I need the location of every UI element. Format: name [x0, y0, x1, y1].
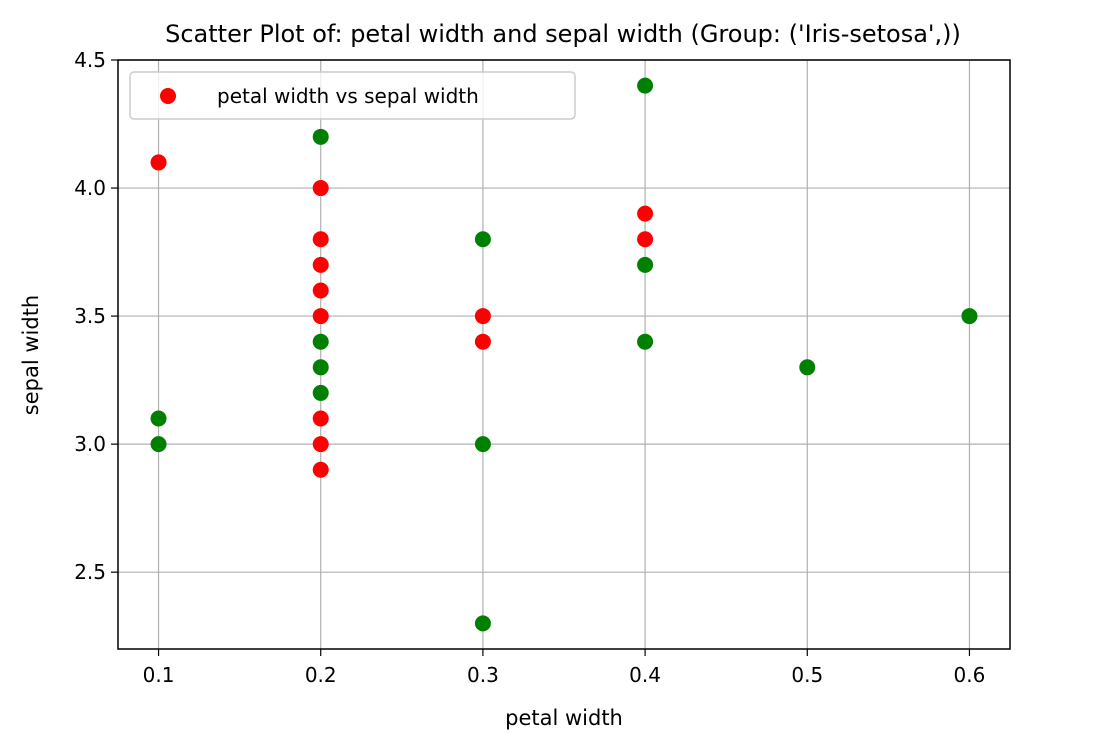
- data-point-series-0: [150, 154, 167, 171]
- data-point-series-0: [474, 333, 491, 350]
- data-point-series-0: [312, 282, 329, 299]
- legend-box: [129, 71, 576, 120]
- y-tick-label: 3.0: [74, 432, 106, 456]
- plot-frame: [117, 59, 1011, 650]
- data-point-series-0: [312, 231, 329, 248]
- x-tick-label: 0.5: [791, 663, 823, 687]
- data-point-series-0: [312, 436, 329, 453]
- y-axis-label: sepal width: [19, 295, 43, 415]
- data-point-series-0: [312, 461, 329, 478]
- data-point-series-1: [799, 359, 816, 376]
- legend: petal width vs sepal width: [129, 71, 576, 120]
- data-point-series-1: [637, 256, 654, 273]
- data-point-series-0: [637, 231, 654, 248]
- data-points: [150, 77, 978, 632]
- data-point-series-0: [637, 205, 654, 222]
- data-point-series-0: [312, 308, 329, 325]
- data-point-series-1: [312, 333, 329, 350]
- y-tick-label: 3.5: [74, 304, 106, 328]
- x-tick-label: 0.3: [467, 663, 499, 687]
- data-point-series-1: [150, 410, 167, 427]
- data-point-series-1: [150, 436, 167, 453]
- data-point-series-1: [312, 128, 329, 145]
- data-point-series-1: [474, 231, 491, 248]
- data-point-series-1: [474, 615, 491, 632]
- legend-marker: [160, 88, 176, 104]
- axis-ticks: 0.1 0.2 0.3 0.4 0.5 0.6 2.5 3.0 3.5 4.0 4.5: [74, 48, 985, 687]
- data-point-series-1: [961, 308, 978, 325]
- data-point-series-0: [474, 308, 491, 325]
- x-tick-label: 0.2: [305, 663, 337, 687]
- data-point-series-1: [637, 333, 654, 350]
- data-point-series-0: [312, 410, 329, 427]
- data-point-series-1: [312, 384, 329, 401]
- x-tick-label: 0.6: [954, 663, 986, 687]
- x-axis-label: petal width: [505, 706, 623, 730]
- x-tick-label: 0.4: [629, 663, 661, 687]
- legend-label: petal width vs sepal width: [217, 84, 479, 108]
- data-point-series-0: [312, 180, 329, 197]
- y-tick-label: 2.5: [74, 560, 106, 584]
- y-tick-label: 4.5: [74, 48, 106, 72]
- data-point-series-0: [312, 256, 329, 273]
- x-tick-label: 0.1: [143, 663, 175, 687]
- data-point-series-1: [474, 436, 491, 453]
- data-point-series-1: [637, 77, 654, 94]
- y-tick-label: 4.0: [74, 176, 106, 200]
- chart-title: Scatter Plot of: petal width and sepal w…: [165, 20, 961, 48]
- data-point-series-1: [312, 359, 329, 376]
